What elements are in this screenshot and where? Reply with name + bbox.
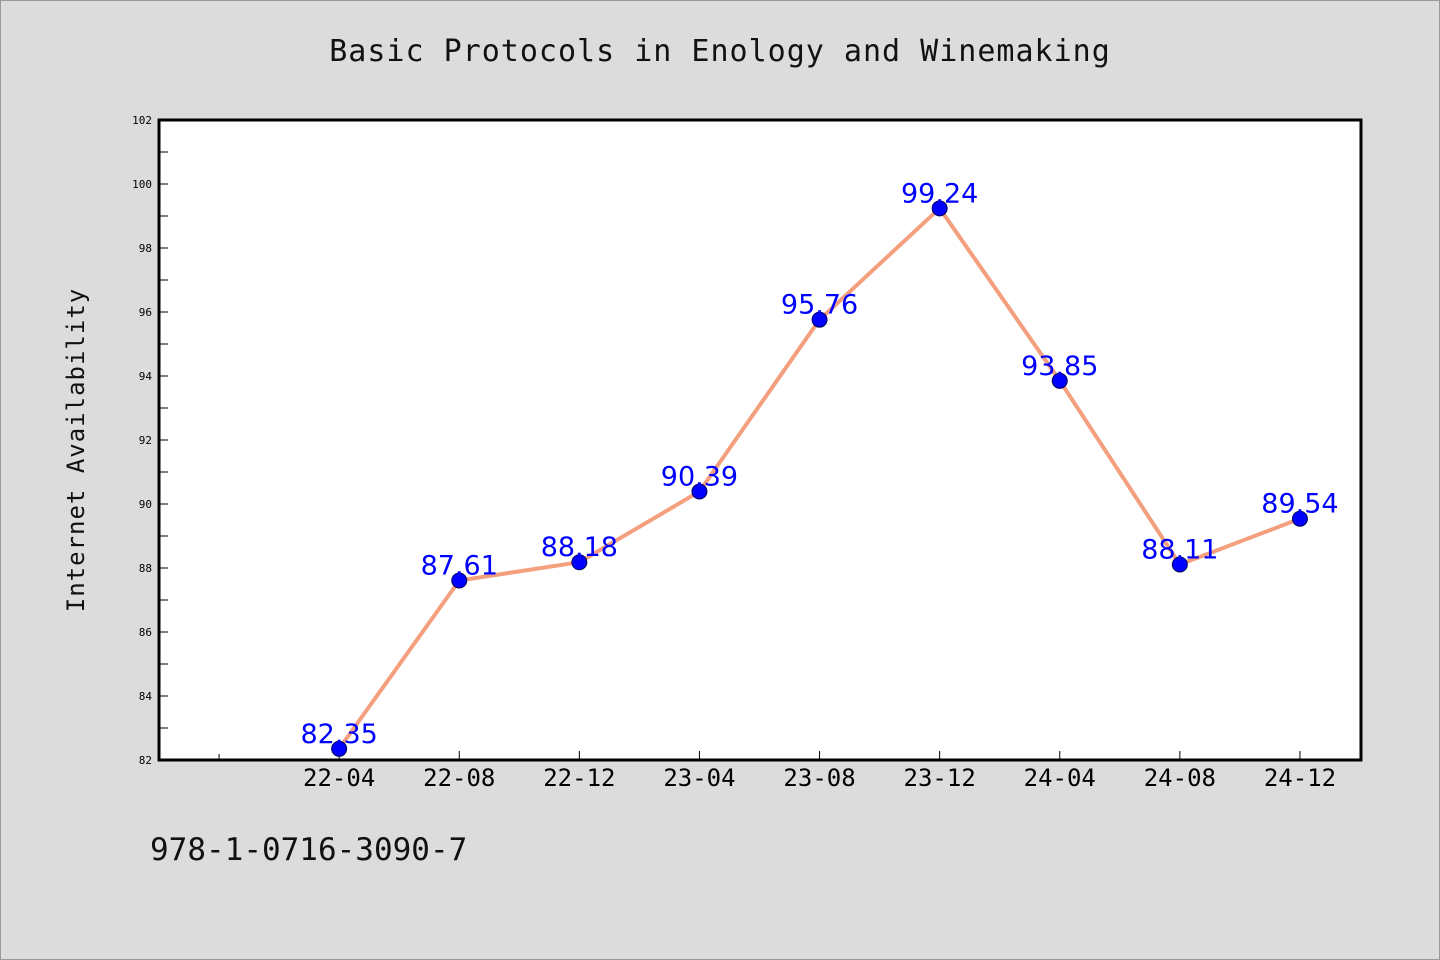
data-point	[1171, 556, 1188, 573]
y-tick-label: 86	[139, 626, 152, 639]
x-tick-label: 22-04	[303, 764, 375, 792]
data-label: 90.39	[661, 462, 738, 493]
y-tick-label: 84	[139, 690, 153, 703]
data-label: 95.76	[781, 290, 858, 321]
data-point	[1291, 510, 1308, 527]
x-tick-label: 24-12	[1264, 764, 1336, 792]
data-point	[1051, 372, 1068, 389]
y-tick-label: 98	[139, 242, 152, 255]
data-label: 88.18	[541, 532, 618, 563]
y-tick-label: 94	[139, 370, 153, 383]
data-point	[691, 483, 708, 500]
data-label: 82.35	[301, 719, 378, 750]
data-label: 88.11	[1141, 534, 1218, 565]
y-axis-ticks: 82 84 86 88 90 92 94 96 98 100 102	[132, 114, 168, 767]
data-point	[931, 200, 948, 217]
x-tick-label: 22-12	[543, 764, 615, 792]
x-tick-label: 22-08	[423, 764, 495, 792]
data-label: 87.61	[421, 550, 498, 581]
x-tick-label: 23-12	[904, 764, 976, 792]
data-label: 89.54	[1261, 489, 1338, 520]
y-tick-label: 100	[132, 178, 152, 191]
data-point	[811, 311, 828, 328]
series-markers	[331, 200, 1308, 757]
data-point	[331, 740, 348, 757]
x-axis-ticks: 22-04 22-08 22-12 23-04 23-08 23-12 24-04 24-08…	[218, 751, 1336, 792]
y-tick-label: 96	[139, 306, 152, 319]
x-tick-label: 24-08	[1144, 764, 1216, 792]
isbn-footer: 978-1-0716-3090-7	[150, 832, 468, 868]
x-tick-label: 23-04	[663, 764, 735, 792]
chart-title: Basic Protocols in Enology and Winemakin…	[329, 34, 1111, 69]
plot-area	[157, 118, 1363, 762]
x-tick-label: 23-08	[783, 764, 855, 792]
y-tick-label: 92	[139, 434, 152, 447]
data-labels: 82.35 87.61 88.18 90.39 95.76 99.24 93.85 88.11…	[301, 178, 1339, 749]
y-tick-label: 102	[132, 114, 152, 127]
y-tick-label: 82	[139, 754, 152, 767]
data-point	[451, 572, 468, 589]
y-tick-label: 90	[139, 498, 152, 511]
data-point	[571, 554, 588, 571]
data-label: 93.85	[1021, 351, 1098, 382]
data-label: 99.24	[901, 178, 978, 209]
x-tick-label: 24-04	[1024, 764, 1096, 792]
y-tick-label: 88	[139, 562, 152, 575]
